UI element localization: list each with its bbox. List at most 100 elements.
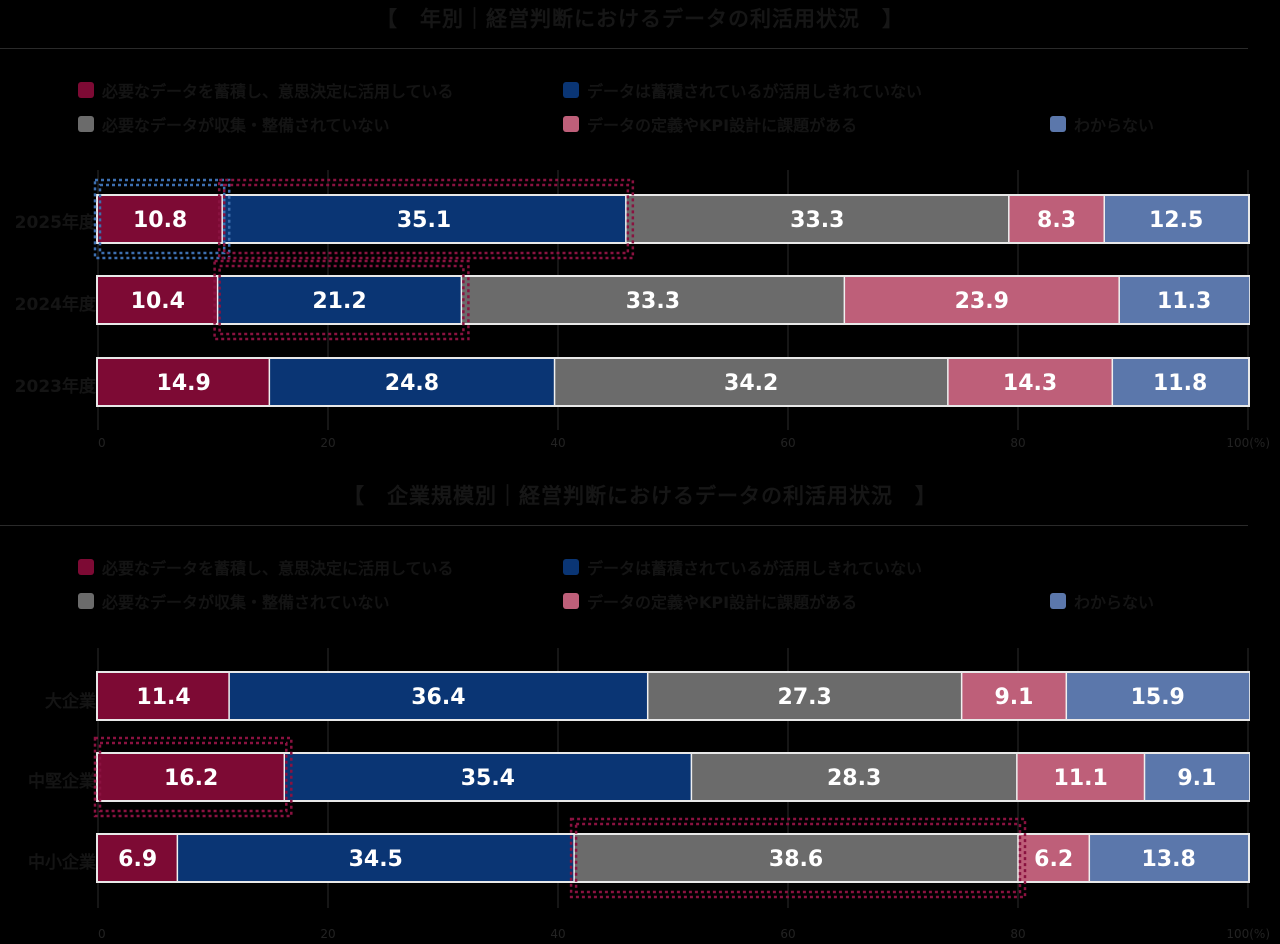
bar-segment bbox=[574, 835, 1018, 881]
bar-outline bbox=[96, 833, 1250, 883]
tick-label: 40 bbox=[550, 927, 565, 941]
bar-segment bbox=[177, 835, 575, 881]
legend-label: 必要なデータが収集・整備されていない bbox=[102, 593, 390, 612]
highlight-box-outer bbox=[217, 178, 635, 260]
data-label: 36.4 bbox=[411, 685, 465, 710]
tick-label: 80 bbox=[1010, 436, 1025, 450]
bar-segment bbox=[461, 277, 845, 323]
bar-segment bbox=[1066, 673, 1250, 719]
bar-segment bbox=[222, 196, 626, 242]
data-label: 33.3 bbox=[626, 289, 680, 314]
data-label: 35.1 bbox=[397, 208, 451, 233]
data-label: 10.4 bbox=[131, 289, 185, 314]
data-label: 11.8 bbox=[1153, 371, 1207, 396]
bar-outline bbox=[96, 194, 1250, 244]
highlight-box-inner bbox=[98, 741, 288, 813]
legend-swatch-2 bbox=[78, 593, 94, 609]
legend-swatch-2 bbox=[78, 116, 94, 132]
bar-outline bbox=[96, 357, 1250, 407]
data-label: 11.4 bbox=[136, 685, 190, 710]
legend-label: 必要なデータを蓄積し、意思決定に活用している bbox=[102, 559, 454, 578]
bar-segment bbox=[961, 673, 1067, 719]
data-label: 21.2 bbox=[312, 289, 366, 314]
legend-label: データは蓄積されているが活用しきれていない bbox=[587, 559, 923, 578]
bar-segment bbox=[691, 754, 1017, 800]
data-label: 28.3 bbox=[827, 766, 881, 791]
data-label: 11.3 bbox=[1157, 289, 1211, 314]
legend-item-size-0: 必要なデータを蓄積し、意思決定に活用している bbox=[78, 555, 454, 579]
bar-segment bbox=[844, 277, 1120, 323]
highlight-box-inner bbox=[218, 264, 465, 336]
bar-segment bbox=[98, 835, 178, 881]
data-label: 16.2 bbox=[164, 766, 218, 791]
bar-segment bbox=[98, 359, 270, 405]
bar-segment bbox=[647, 673, 962, 719]
legend-label: 必要なデータが収集・整備されていない bbox=[102, 116, 390, 135]
data-label: 27.3 bbox=[778, 685, 832, 710]
bar-segment bbox=[284, 754, 692, 800]
bar-segment bbox=[217, 277, 462, 323]
highlight-box-outer bbox=[569, 817, 1027, 899]
legend-swatch-1 bbox=[563, 559, 579, 575]
data-label: 13.8 bbox=[1142, 847, 1196, 872]
highlight-box-outer bbox=[93, 178, 231, 260]
legend-label: わからない bbox=[1074, 593, 1155, 612]
legend-label: わからない bbox=[1074, 116, 1155, 135]
tick-label: 80 bbox=[1010, 927, 1025, 941]
data-label: 14.9 bbox=[157, 371, 211, 396]
chart-title-yearly: 【 年別｜経営判断におけるデータの利活用状況 】 bbox=[376, 7, 904, 31]
bar-segment bbox=[947, 359, 1113, 405]
legend-swatch-3 bbox=[563, 593, 579, 609]
highlight-box-inner bbox=[98, 183, 226, 255]
legend-item-size-4: わからない bbox=[1050, 589, 1154, 613]
legend-label: データの定義やKPI設計に課題がある bbox=[587, 116, 858, 135]
legend-swatch-4 bbox=[1050, 116, 1066, 132]
legend-item-size-2: 必要なデータが収集・整備されていない bbox=[78, 589, 390, 613]
bar-segment bbox=[1089, 835, 1248, 881]
data-label: 12.5 bbox=[1149, 208, 1203, 233]
bar-segment bbox=[1008, 196, 1105, 242]
data-label: 6.2 bbox=[1034, 847, 1073, 872]
data-label: 8.3 bbox=[1037, 208, 1076, 233]
data-label: 9.1 bbox=[994, 685, 1033, 710]
legend-swatch-3 bbox=[563, 116, 579, 132]
category-label-large: 大企業 bbox=[45, 692, 96, 712]
bar-segment bbox=[1112, 359, 1248, 405]
data-label: 33.3 bbox=[790, 208, 844, 233]
title-rule-company-size bbox=[0, 525, 1248, 526]
bar-segment bbox=[1104, 196, 1248, 242]
data-label: 35.4 bbox=[461, 766, 515, 791]
legend-swatch-1 bbox=[563, 82, 579, 98]
legend-item-yearly-3: データの定義やKPI設計に課題がある bbox=[563, 112, 857, 136]
data-label: 15.9 bbox=[1131, 685, 1185, 710]
chart-title-company-size: 【 企業規模別｜経営判断におけるデータの利活用状況 】 bbox=[343, 484, 937, 508]
bar-segment bbox=[269, 359, 555, 405]
bar-segment bbox=[98, 673, 230, 719]
legend-swatch-4 bbox=[1050, 593, 1066, 609]
title-rule-yearly bbox=[0, 48, 1248, 49]
data-label: 14.3 bbox=[1003, 371, 1057, 396]
legend-swatch-0 bbox=[78, 82, 94, 98]
data-label: 11.1 bbox=[1054, 766, 1108, 791]
data-label: 24.8 bbox=[385, 371, 439, 396]
legend-swatch-0 bbox=[78, 559, 94, 575]
tick-label: 60 bbox=[780, 927, 795, 941]
highlight-box-inner bbox=[574, 822, 1022, 894]
category-label-small: 中小企業 bbox=[28, 853, 96, 873]
tick-label: 100(%) bbox=[1226, 436, 1270, 450]
bar-segment bbox=[1016, 754, 1145, 800]
legend-item-size-3: データの定義やKPI設計に課題がある bbox=[563, 589, 857, 613]
bar-segment bbox=[554, 359, 948, 405]
bar-segment bbox=[1144, 754, 1250, 800]
bar-segment bbox=[229, 673, 648, 719]
tick-label: 0 bbox=[98, 436, 106, 450]
legend-item-yearly-0: 必要なデータを蓄積し、意思決定に活用している bbox=[78, 78, 454, 102]
tick-label: 60 bbox=[780, 436, 795, 450]
highlight-box-inner bbox=[222, 183, 630, 255]
bar-segment bbox=[1119, 277, 1250, 323]
bar-segment bbox=[98, 277, 218, 323]
legend-item-yearly-1: データは蓄積されているが活用しきれていない bbox=[563, 78, 922, 102]
data-label: 23.9 bbox=[955, 289, 1009, 314]
tick-label: 0 bbox=[98, 927, 106, 941]
